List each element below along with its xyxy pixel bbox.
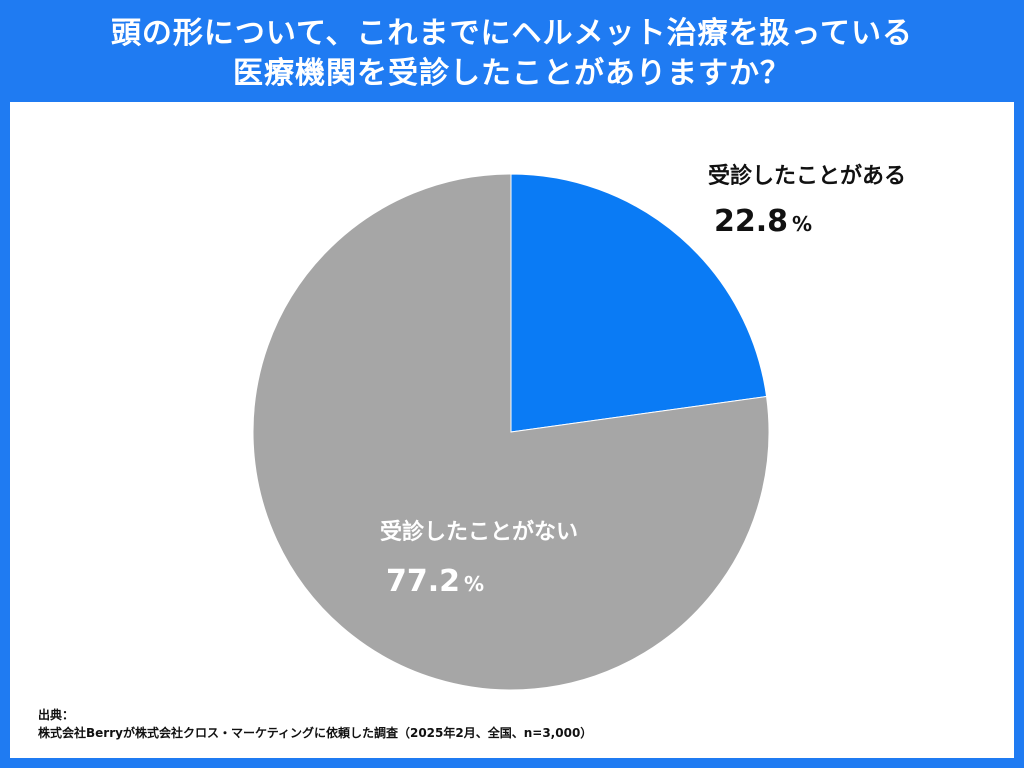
slice-value-yes: 22.8 [714, 204, 789, 239]
source-note: 出典： 株式会社Berryが株式会社クロス・マーケティングに依頼した調査（202… [38, 706, 592, 742]
chart-title-line-2: 医療機関を受診したことがありますか？ [233, 56, 791, 91]
pie-chart [252, 173, 770, 691]
slice-category-yes: 受診したことがある [708, 164, 907, 189]
slice-category-no: 受診したことがない [380, 520, 579, 545]
pie-slice-no [252, 173, 770, 691]
slice-value-no: 77.2 [386, 564, 461, 599]
title-band: 頭の形について、これまでにヘルメット治療を扱っている 医療機関を受診したことがあ… [0, 0, 1024, 102]
slice-unit-yes: % [792, 212, 813, 236]
chart-panel: 受診したことがある 22.8% 受診したことがない 77.2% 出典： 株式会社… [10, 102, 1014, 758]
slice-label-yes: 受診したことがある 22.8% [708, 158, 906, 239]
source-text: 株式会社Berryが株式会社クロス・マーケティングに依頼した調査（2025年2月… [38, 726, 593, 740]
slice-label-no: 受診したことがない 77.2% [380, 514, 578, 599]
pie-slice-yes [510, 173, 768, 433]
slice-unit-no: % [464, 572, 485, 596]
chart-title-line-1: 頭の形について、これまでにヘルメット治療を扱っている [110, 16, 914, 51]
source-heading: 出典： [38, 708, 75, 722]
